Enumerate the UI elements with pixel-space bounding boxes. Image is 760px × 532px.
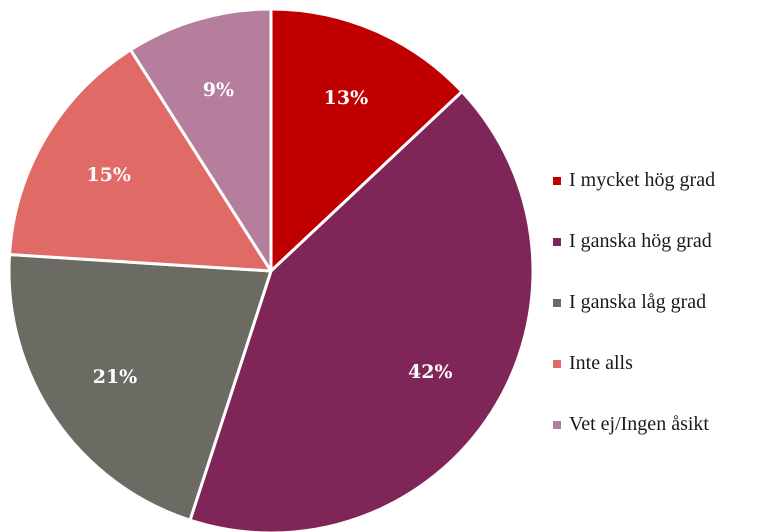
legend-item: I ganska låg grad bbox=[553, 272, 715, 333]
legend-swatch bbox=[553, 359, 561, 368]
legend-swatch bbox=[553, 176, 561, 185]
slice-data-label: 9% bbox=[203, 79, 234, 101]
legend-swatch bbox=[553, 420, 561, 429]
legend-swatch bbox=[553, 237, 561, 246]
legend-label: Inte alls bbox=[569, 352, 633, 374]
legend-label: I ganska hög grad bbox=[569, 230, 712, 252]
legend-swatch bbox=[553, 298, 561, 307]
legend-label: Vet ej/Ingen åsikt bbox=[569, 413, 709, 435]
legend-item: I mycket hög grad bbox=[553, 150, 715, 211]
slice-data-label: 42% bbox=[408, 361, 453, 383]
legend-item: Vet ej/Ingen åsikt bbox=[553, 394, 715, 455]
legend-label: I ganska låg grad bbox=[569, 291, 707, 313]
slice-data-label: 13% bbox=[324, 87, 369, 109]
chart-legend: I mycket hög grad I ganska hög grad I gans… bbox=[553, 150, 715, 455]
slice-data-label: 21% bbox=[93, 366, 138, 388]
slice-data-label: 15% bbox=[86, 164, 131, 186]
pie-slice bbox=[129, 7, 273, 273]
pie-slice bbox=[7, 253, 273, 522]
pie-slice bbox=[8, 48, 273, 273]
pie-slice bbox=[188, 90, 535, 532]
legend-item: I ganska hög grad bbox=[553, 211, 715, 272]
pie-slice bbox=[269, 7, 464, 273]
legend-item: Inte alls bbox=[553, 333, 715, 394]
legend-label: I mycket hög grad bbox=[569, 169, 716, 191]
